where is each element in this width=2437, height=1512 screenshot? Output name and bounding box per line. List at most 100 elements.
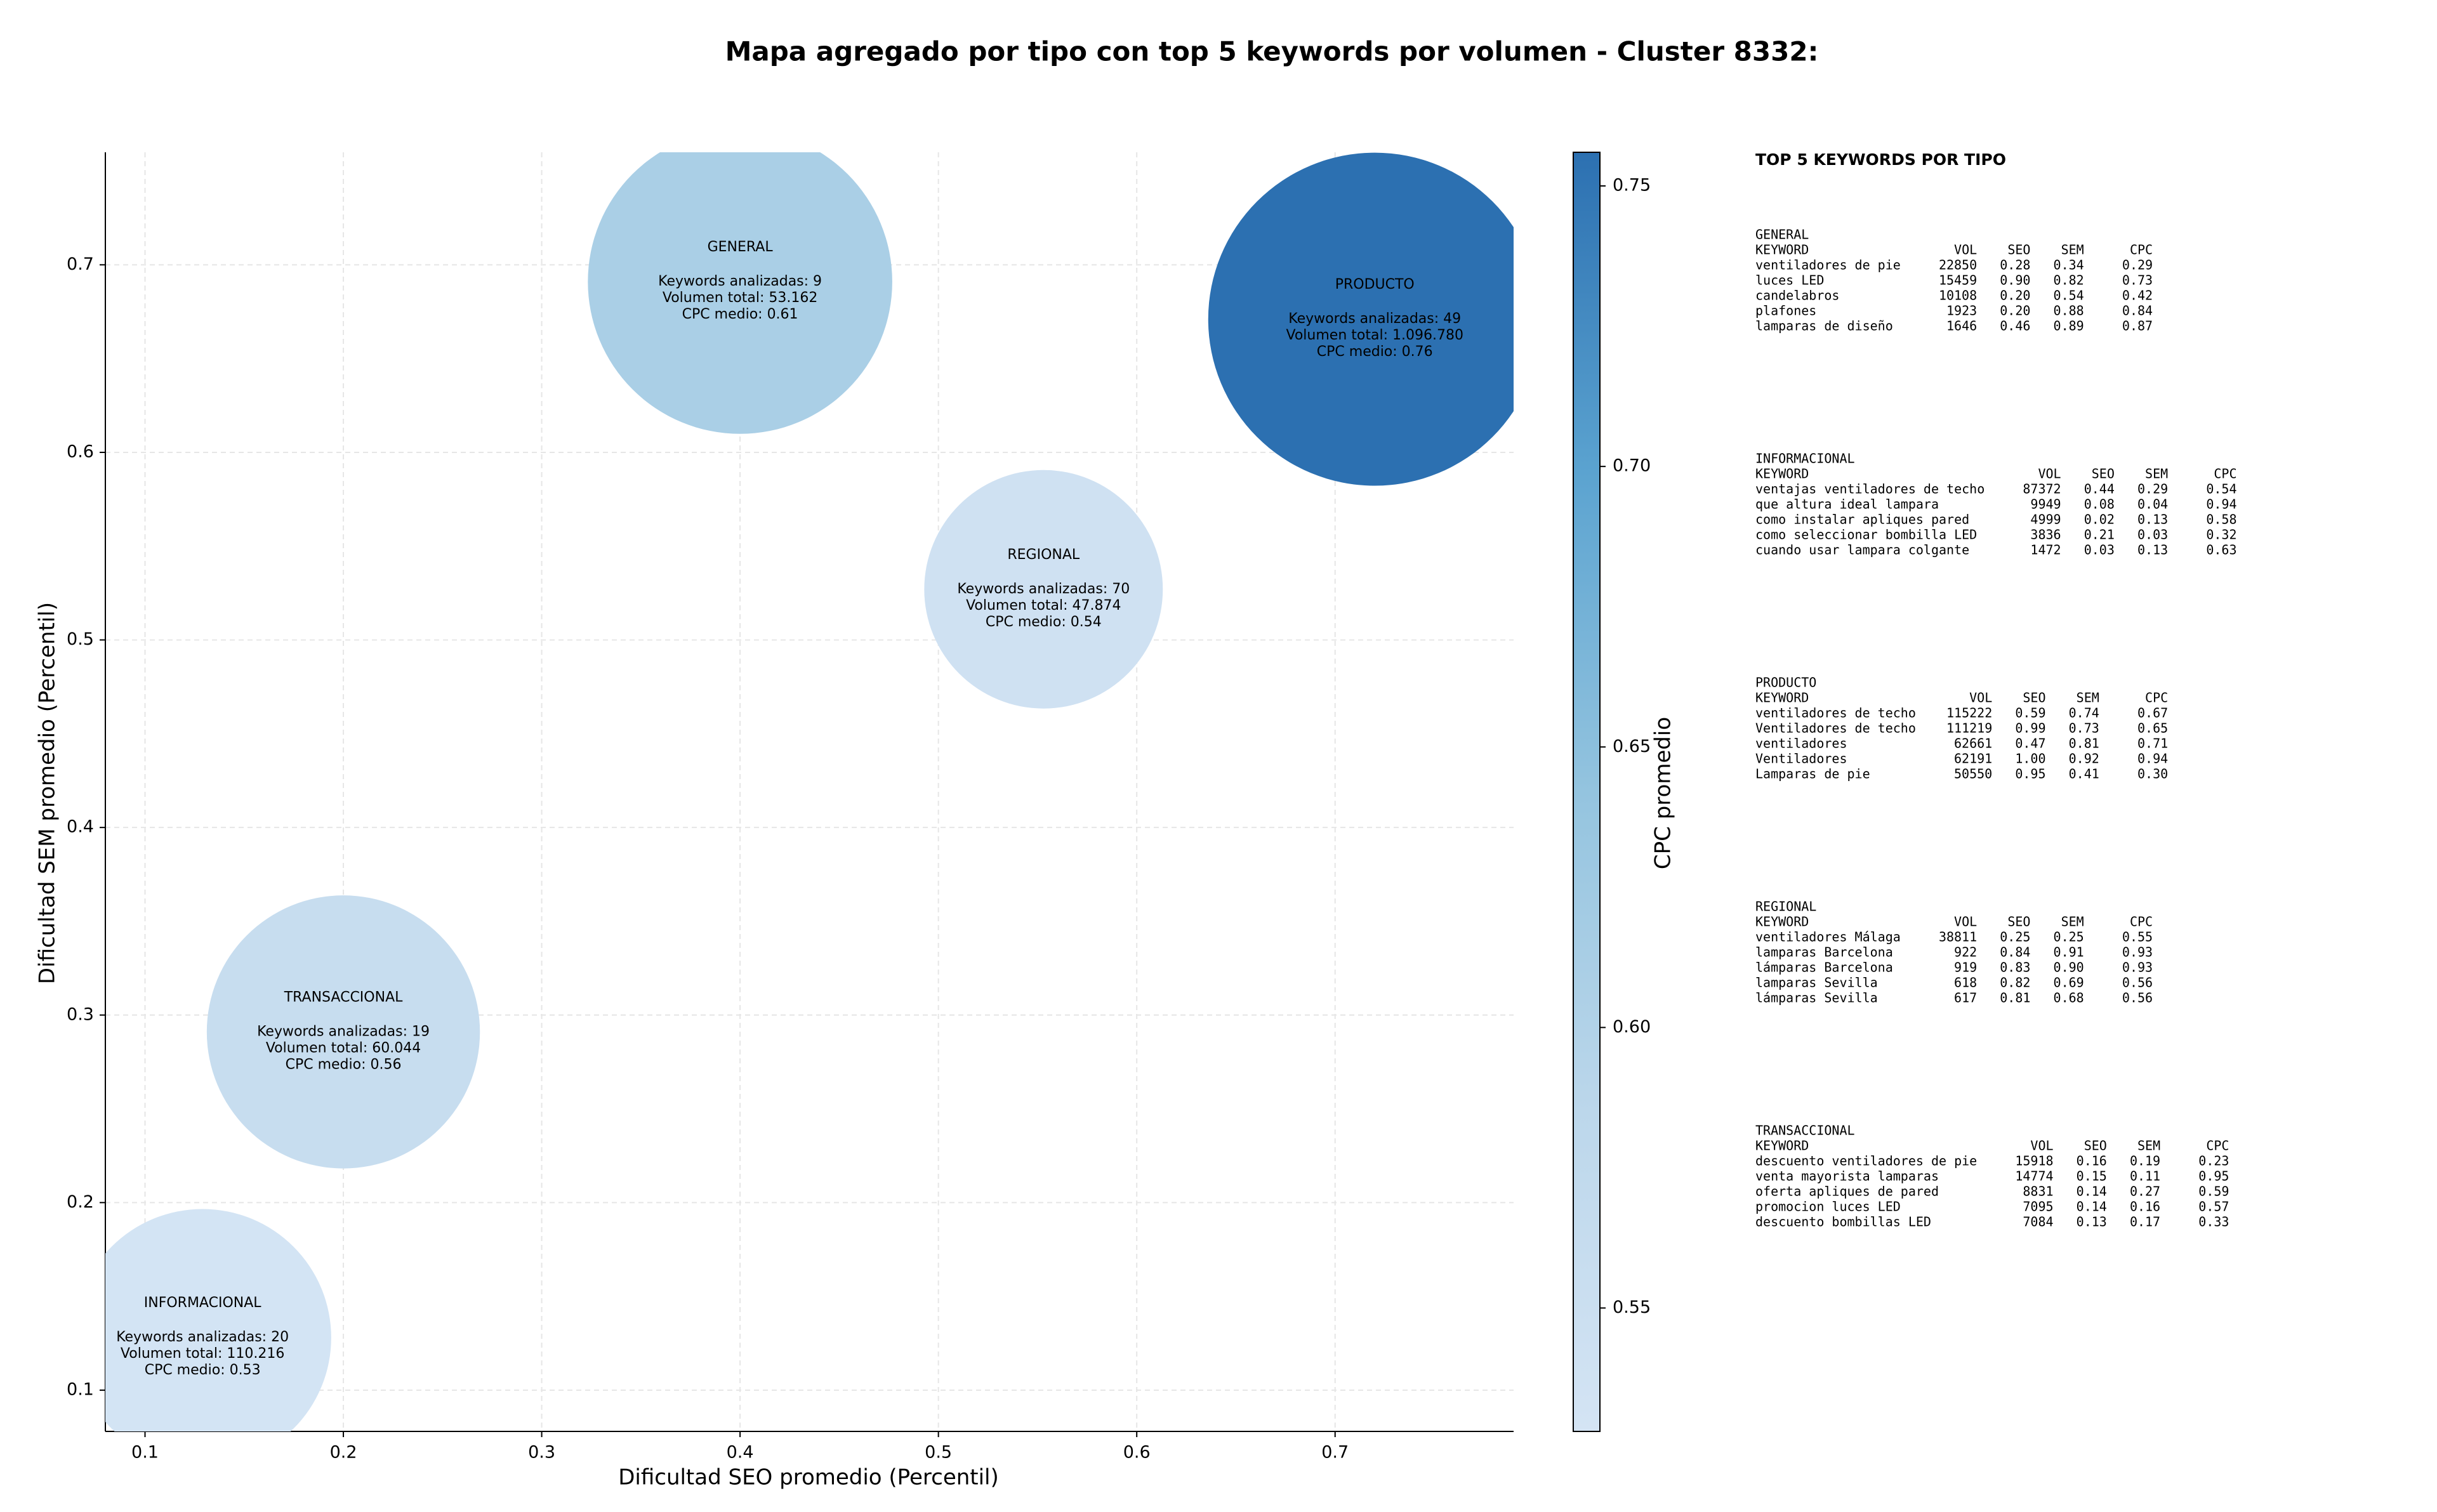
table-cell: 0.94 bbox=[2137, 751, 2168, 766]
table-cell: 0.57 bbox=[2198, 1199, 2229, 1214]
table-cell: 15918 bbox=[2015, 1154, 2053, 1169]
table-cell: ventajas ventiladores de techo bbox=[1755, 482, 1985, 497]
table-cell: plafones bbox=[1755, 303, 1816, 319]
table-cell: 1.00 bbox=[2015, 751, 2045, 766]
column-header: VOL bbox=[2038, 466, 2061, 482]
table-cell: 0.90 bbox=[2000, 273, 2030, 288]
bubble-annotation: Volumen total: 53.162 bbox=[663, 290, 817, 306]
column-header: CPC bbox=[2214, 466, 2236, 482]
table-cell: 0.21 bbox=[2084, 527, 2115, 542]
bubble-annotation: CPC medio: 0.53 bbox=[145, 1362, 261, 1378]
bubble-name: INFORMACIONAL bbox=[144, 1295, 262, 1311]
group-name: PRODUCTO bbox=[1755, 675, 1816, 690]
bubble-annotation: Volumen total: 60.044 bbox=[266, 1040, 421, 1056]
table-cell: 0.84 bbox=[2000, 945, 2030, 960]
column-header: VOL bbox=[1969, 690, 1992, 706]
table-cell: 0.83 bbox=[2000, 960, 2030, 975]
colorbar-label: CPC promedio bbox=[1651, 717, 1676, 869]
table-cell: ventiladores Málaga bbox=[1755, 930, 1901, 945]
y-tick-label: 0.6 bbox=[67, 442, 94, 461]
table-cell: 0.67 bbox=[2137, 706, 2168, 721]
table-cell: 0.20 bbox=[2000, 303, 2030, 319]
y-tick-label: 0.2 bbox=[67, 1192, 94, 1212]
table-cell: cuando usar lampara colgante bbox=[1755, 542, 1969, 558]
table-cell: 0.95 bbox=[2198, 1169, 2229, 1184]
table-cell: 7084 bbox=[2023, 1214, 2053, 1230]
table-cell: 0.11 bbox=[2130, 1169, 2160, 1184]
bubble-annotation: Keywords analizadas: 19 bbox=[257, 1023, 430, 1039]
table-cell: 4999 bbox=[2030, 512, 2061, 527]
table-cell: 50550 bbox=[1954, 766, 1992, 782]
table-cell: 0.13 bbox=[2137, 512, 2168, 527]
table-cell: 0.58 bbox=[2206, 512, 2236, 527]
bubble-name: PRODUCTO bbox=[1335, 277, 1415, 293]
table-cell: 0.73 bbox=[2069, 721, 2099, 736]
table-cell: 0.32 bbox=[2206, 527, 2236, 542]
table-cell: 0.81 bbox=[2069, 736, 2099, 751]
chart-title: Mapa agregado por tipo con top 5 keyword… bbox=[725, 36, 1819, 67]
bubble-annotation: Volumen total: 110.216 bbox=[121, 1346, 284, 1362]
table-cell: 0.69 bbox=[2054, 975, 2084, 990]
table-cell: 0.59 bbox=[2198, 1184, 2229, 1199]
table-cell: 0.89 bbox=[2054, 319, 2084, 334]
column-header: KEYWORD bbox=[1755, 914, 1809, 930]
group-name: TRANSACCIONAL bbox=[1755, 1123, 1855, 1138]
group-name: INFORMACIONAL bbox=[1755, 451, 1855, 466]
table-cell: 62191 bbox=[1954, 751, 1992, 766]
table-cell: 0.27 bbox=[2130, 1184, 2160, 1199]
table-cell: 0.34 bbox=[2054, 258, 2084, 273]
table-cell: 0.03 bbox=[2137, 527, 2168, 542]
table-cell: 0.88 bbox=[2054, 303, 2084, 319]
table-cell: promocion luces LED bbox=[1755, 1199, 1901, 1214]
table-cell: 0.15 bbox=[2077, 1169, 2107, 1184]
x-tick-label: 0.3 bbox=[528, 1443, 555, 1463]
y-tick-label: 0.7 bbox=[67, 254, 94, 274]
bubble-annotation: Keywords analizadas: 20 bbox=[116, 1329, 289, 1345]
table-cell: 0.90 bbox=[2054, 960, 2084, 975]
table-cell: 0.19 bbox=[2130, 1154, 2160, 1169]
bubble-name: GENERAL bbox=[708, 239, 774, 255]
bubble bbox=[924, 470, 1163, 709]
table-cell: 0.93 bbox=[2122, 960, 2153, 975]
table-cell: 0.93 bbox=[2122, 945, 2153, 960]
table-cell: 14774 bbox=[2015, 1169, 2053, 1184]
column-header: KEYWORD bbox=[1755, 242, 1809, 258]
table-cell: 0.20 bbox=[2000, 288, 2030, 303]
y-tick-label: 0.4 bbox=[67, 817, 94, 837]
colorbar-tick-label: 0.65 bbox=[1613, 737, 1651, 756]
table-cell: 0.54 bbox=[2054, 288, 2084, 303]
table-cell: lamparas de diseño bbox=[1755, 319, 1893, 334]
table-cell: 38811 bbox=[1939, 930, 1977, 945]
table-cell: 0.47 bbox=[2015, 736, 2045, 751]
table-cell: 0.03 bbox=[2084, 542, 2115, 558]
bubble-annotation: Volumen total: 47.874 bbox=[966, 598, 1121, 614]
table-cell: 0.44 bbox=[2084, 482, 2115, 497]
table-cell: 922 bbox=[1954, 945, 1977, 960]
bubble-annotation: Keywords analizadas: 49 bbox=[1288, 311, 1461, 327]
column-header: SEM bbox=[2077, 690, 2099, 706]
table-cell: Lamparas de pie bbox=[1755, 766, 1870, 782]
table-cell: que altura ideal lampara bbox=[1755, 497, 1939, 512]
table-cell: Ventiladores bbox=[1755, 751, 1847, 766]
colorbar-tick-label: 0.70 bbox=[1613, 456, 1651, 476]
table-cell: 0.46 bbox=[2000, 319, 2030, 334]
table-cell: 0.23 bbox=[2198, 1154, 2229, 1169]
column-header: KEYWORD bbox=[1755, 690, 1809, 706]
bubble bbox=[206, 895, 480, 1169]
table-cell: 0.94 bbox=[2206, 497, 2236, 512]
column-header: SEO bbox=[2007, 914, 2030, 930]
table-cell: lámparas Sevilla bbox=[1755, 990, 1878, 1006]
table-cell: 62661 bbox=[1954, 736, 1992, 751]
table-cell: 15459 bbox=[1939, 273, 1977, 288]
x-tick-label: 0.2 bbox=[330, 1443, 357, 1463]
x-tick-label: 0.1 bbox=[131, 1443, 159, 1463]
table-cell: 9949 bbox=[2030, 497, 2061, 512]
table-cell: 0.42 bbox=[2122, 288, 2153, 303]
table-cell: 618 bbox=[1954, 975, 1977, 990]
table-cell: lamparas Barcelona bbox=[1755, 945, 1893, 960]
table-cell: 1923 bbox=[1946, 303, 1977, 319]
